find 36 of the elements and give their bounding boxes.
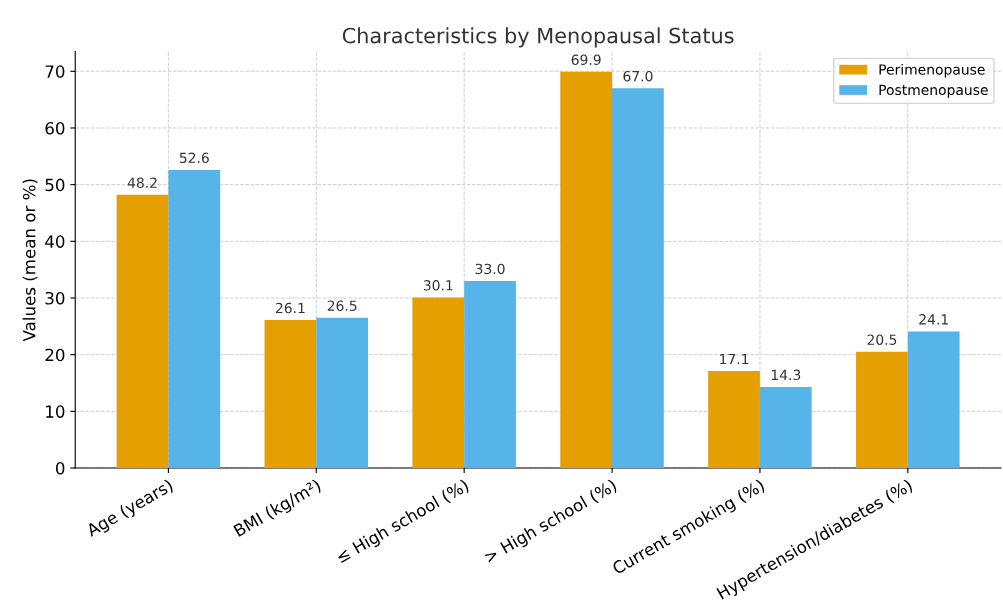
bar xyxy=(464,280,516,469)
bar xyxy=(612,88,664,469)
y-tick-label: 0 xyxy=(56,461,65,475)
data-label: 26.5 xyxy=(327,300,357,311)
y-tick-label: 10 xyxy=(46,405,65,418)
bar xyxy=(759,386,812,469)
y-tick-label: 70 xyxy=(45,65,65,78)
bar xyxy=(412,297,465,469)
y-tick-label: 30 xyxy=(45,291,65,305)
y-tick-label: 50 xyxy=(45,178,65,192)
bar xyxy=(907,331,960,469)
y-axis-title: Values (mean or %) xyxy=(22,179,38,342)
bar xyxy=(316,317,369,469)
data-label: 69.9 xyxy=(571,54,601,66)
chart-title: Characteristics by Menopausal Status xyxy=(342,27,734,48)
y-tick-label: 60 xyxy=(45,121,65,135)
data-label: 17.1 xyxy=(720,353,749,365)
legend-label: Postmenopause xyxy=(879,84,988,98)
bar xyxy=(560,71,613,469)
y-tick-label: 40 xyxy=(45,235,65,248)
data-label: 20.5 xyxy=(867,334,897,345)
data-label: 67.0 xyxy=(623,70,653,82)
bar xyxy=(264,320,317,469)
data-label: 48.2 xyxy=(127,177,157,188)
data-label: 52.6 xyxy=(179,152,209,164)
bar xyxy=(116,194,169,469)
data-label: 26.1 xyxy=(275,302,305,314)
y-tick-label: 20 xyxy=(45,348,65,362)
bar xyxy=(708,371,760,469)
bar xyxy=(168,169,221,469)
bar xyxy=(856,351,908,469)
data-label: 30.1 xyxy=(423,280,453,291)
data-label: 14.3 xyxy=(771,369,801,381)
data-label: 33.0 xyxy=(475,263,505,275)
data-label: 24.1 xyxy=(919,314,948,325)
legend-label: Perimenopause xyxy=(879,63,985,78)
